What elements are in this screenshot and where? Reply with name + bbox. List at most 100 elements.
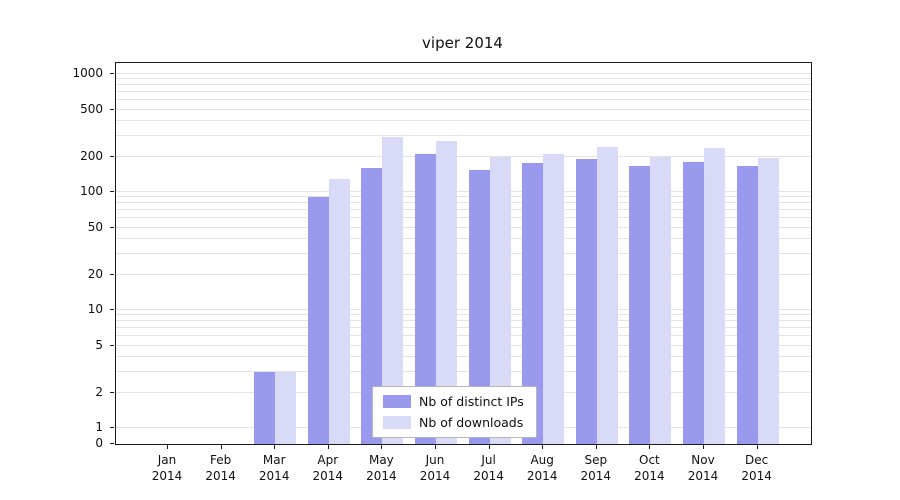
x-tick-label: May 2014 bbox=[366, 453, 397, 483]
x-tick-label: Feb 2014 bbox=[205, 453, 236, 483]
gridline bbox=[116, 327, 811, 329]
y-tick-label: 10 bbox=[87, 302, 103, 316]
x-tick-mark bbox=[274, 445, 276, 449]
bar-downloads bbox=[489, 156, 511, 444]
x-tick-label: Dec 2014 bbox=[741, 453, 772, 483]
bar-downloads bbox=[382, 137, 404, 444]
y-tick-mark bbox=[110, 226, 114, 228]
gridline bbox=[116, 252, 811, 254]
gridline bbox=[116, 91, 811, 93]
gridline bbox=[116, 335, 811, 337]
y-tick-label: 50 bbox=[87, 219, 103, 234]
x-tick-label: Nov 2014 bbox=[687, 453, 719, 483]
y-tick-mark bbox=[110, 443, 114, 444]
bar-distinct-ips bbox=[683, 161, 704, 444]
gridline bbox=[116, 238, 811, 239]
gridline bbox=[116, 73, 811, 74]
x-tick-label: Aug 2014 bbox=[526, 453, 558, 483]
x-tick-label: Jun 2014 bbox=[419, 453, 451, 483]
chart-title: viper 2014 bbox=[422, 34, 503, 52]
gridline bbox=[116, 370, 811, 372]
y-tick-label: 1000 bbox=[72, 66, 103, 80]
y-tick-label: 5 bbox=[95, 337, 103, 352]
y-tick-label: 200 bbox=[80, 148, 103, 163]
y-tick-mark bbox=[110, 391, 114, 393]
gridline bbox=[116, 134, 811, 136]
legend-label-distinct-ips: Nb of distinct IPs bbox=[419, 394, 524, 409]
x-tick-mark bbox=[595, 445, 597, 449]
y-tick-label: 2 bbox=[95, 384, 103, 399]
bar-downloads bbox=[650, 156, 672, 444]
y-tick-label: 500 bbox=[80, 101, 103, 116]
bar-distinct-ips bbox=[254, 371, 276, 444]
x-tick-mark bbox=[756, 445, 758, 449]
gridline bbox=[116, 314, 811, 316]
gridline bbox=[116, 84, 811, 86]
bar-downloads bbox=[543, 154, 565, 444]
x-tick-label: Jan 2014 bbox=[151, 453, 183, 483]
bar-distinct-ips bbox=[629, 166, 651, 444]
gridline bbox=[116, 120, 811, 121]
bar-distinct-ips bbox=[575, 159, 597, 444]
legend-item-distinct-ips: Nb of distinct IPs bbox=[383, 394, 524, 409]
legend-swatch-downloads bbox=[383, 416, 411, 429]
gridline bbox=[116, 202, 811, 204]
bar-downloads bbox=[328, 178, 350, 444]
x-tick-mark bbox=[703, 445, 704, 449]
x-tick-mark bbox=[649, 445, 651, 449]
x-tick-label: Mar 2014 bbox=[258, 453, 290, 483]
x-tick-label: Apr 2014 bbox=[312, 453, 344, 483]
x-tick-mark bbox=[381, 445, 383, 449]
y-tick-label: 1 bbox=[95, 420, 103, 434]
bar-distinct-ips bbox=[415, 154, 436, 444]
y-tick-mark bbox=[110, 273, 114, 275]
gridline bbox=[116, 78, 811, 80]
bar-downloads bbox=[596, 147, 618, 444]
bar-distinct-ips bbox=[736, 166, 758, 444]
y-tick-label: 20 bbox=[87, 266, 103, 281]
bar-distinct-ips bbox=[522, 163, 544, 444]
gridline bbox=[116, 191, 811, 192]
x-tick-label: Sep 2014 bbox=[580, 453, 612, 483]
y-tick-mark bbox=[110, 155, 114, 157]
bar-distinct-ips bbox=[307, 197, 329, 444]
x-tick-mark bbox=[167, 445, 168, 449]
plot-area: Nb of distinct IPs Nb of downloads bbox=[115, 62, 812, 445]
x-tick-mark bbox=[220, 445, 222, 449]
gridline bbox=[116, 273, 811, 275]
gridline bbox=[116, 356, 811, 357]
gridline bbox=[116, 99, 811, 101]
legend-item-downloads: Nb of downloads bbox=[383, 415, 524, 430]
legend-swatch-distinct-ips bbox=[383, 395, 411, 408]
y-tick-mark bbox=[110, 73, 114, 74]
bar-downloads bbox=[436, 141, 457, 444]
gridline bbox=[116, 196, 811, 198]
gridline bbox=[116, 344, 811, 346]
x-tick-label: Jul 2014 bbox=[473, 453, 504, 483]
gridline bbox=[116, 226, 811, 228]
bar-downloads bbox=[704, 148, 725, 444]
x-tick-mark bbox=[488, 445, 490, 449]
gridline bbox=[116, 108, 811, 110]
y-tick-mark bbox=[110, 108, 114, 110]
y-tick-mark bbox=[110, 309, 114, 310]
gridline bbox=[116, 309, 811, 310]
y-tick-label: 100 bbox=[80, 184, 103, 198]
y-tick-label: 0 bbox=[95, 436, 103, 450]
legend: Nb of distinct IPs Nb of downloads bbox=[372, 386, 537, 438]
bar-downloads bbox=[757, 157, 779, 444]
y-tick-mark bbox=[110, 344, 114, 346]
gridline bbox=[116, 320, 811, 322]
bar-downloads bbox=[275, 371, 297, 444]
x-tick-label: Oct 2014 bbox=[634, 453, 665, 483]
gridline bbox=[116, 209, 811, 211]
x-tick-mark bbox=[542, 445, 544, 449]
x-tick-mark bbox=[327, 445, 329, 449]
legend-label-downloads: Nb of downloads bbox=[419, 415, 524, 430]
y-tick-mark bbox=[110, 191, 114, 192]
x-tick-mark bbox=[435, 445, 436, 449]
bar-distinct-ips bbox=[468, 169, 490, 444]
gridline bbox=[116, 155, 811, 157]
gridline bbox=[116, 217, 811, 219]
